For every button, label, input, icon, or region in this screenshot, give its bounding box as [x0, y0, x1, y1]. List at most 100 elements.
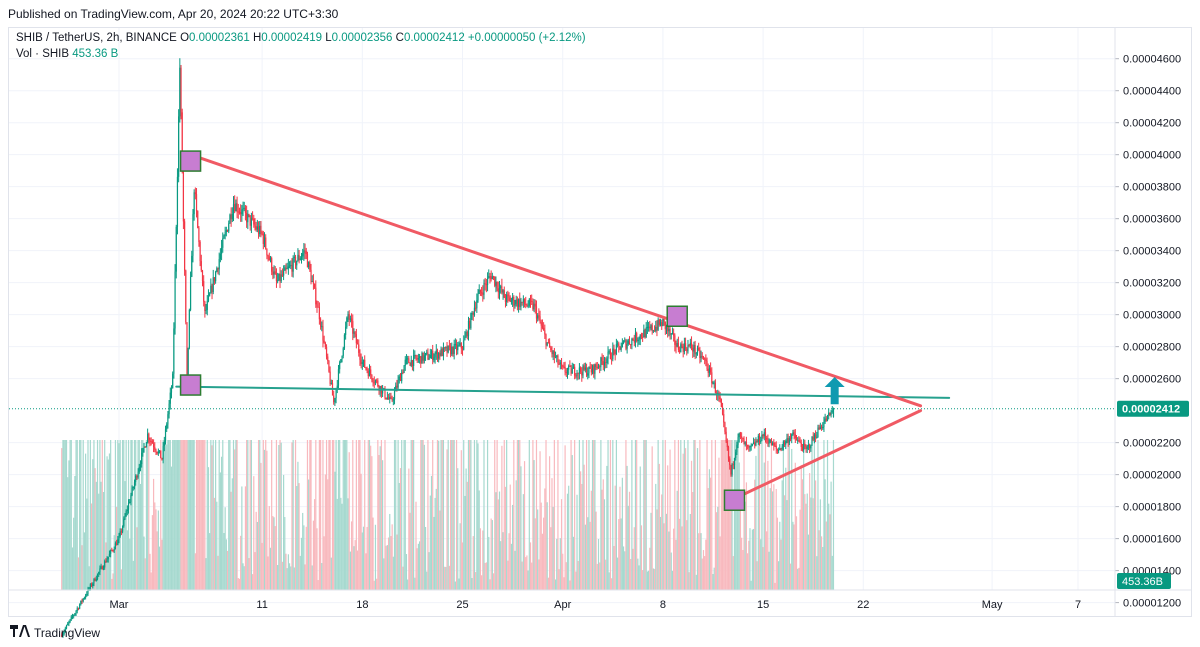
- candle-body: [95, 578, 97, 581]
- volume-bar: [287, 554, 289, 590]
- volume-bar: [81, 545, 83, 590]
- candle-body: [723, 414, 725, 423]
- candle-body: [409, 363, 411, 366]
- candle-body: [448, 345, 451, 347]
- volume-bar: [769, 488, 771, 590]
- candle-body: [67, 623, 69, 626]
- volume-bar: [459, 523, 461, 590]
- candle-body: [99, 568, 101, 573]
- candle-body: [387, 397, 390, 400]
- volume-bar: [163, 440, 165, 590]
- volume-bar: [588, 440, 590, 590]
- volume-bar: [569, 580, 571, 590]
- candle-body: [704, 358, 706, 360]
- candle-body: [574, 366, 576, 376]
- candle-body: [123, 518, 125, 527]
- volume-bar: [558, 569, 560, 590]
- candle-body: [761, 434, 763, 441]
- candle-body: [333, 395, 335, 403]
- volume-bar: [829, 514, 831, 590]
- candle-body: [279, 273, 281, 282]
- candle-body: [143, 446, 145, 449]
- volume-bar: [240, 535, 242, 590]
- candle-body: [452, 346, 454, 354]
- volume-bar: [254, 552, 256, 590]
- candle-body: [188, 309, 190, 348]
- volume-bar: [255, 511, 257, 590]
- volume-bar: [793, 524, 795, 590]
- symbol-name[interactable]: SHIB / TetherUS, 2h, BINANCE: [16, 32, 177, 44]
- candle-body: [683, 343, 685, 352]
- volume-bar: [409, 512, 411, 590]
- volume-bar: [590, 490, 592, 590]
- candle-body: [253, 218, 255, 225]
- candle-body: [316, 304, 318, 307]
- candle-body: [69, 619, 71, 622]
- candle-body: [531, 300, 533, 302]
- volume-bar: [591, 440, 594, 590]
- candle-body: [572, 366, 575, 369]
- candle-body: [389, 396, 391, 400]
- candle-body: [539, 316, 541, 323]
- volume-bar: [286, 568, 288, 590]
- candle-body: [418, 356, 421, 358]
- candle-body: [799, 440, 801, 444]
- volume-bar: [199, 440, 201, 590]
- candle-body: [288, 265, 291, 267]
- volume-bar: [247, 440, 249, 590]
- candle-body: [73, 615, 75, 617]
- tradingview-logo-icon[interactable]: [10, 625, 30, 640]
- candle-body: [176, 176, 179, 227]
- volume-bar: [386, 545, 388, 590]
- candle-body: [446, 347, 448, 353]
- candle-body: [209, 293, 211, 296]
- candle-body: [563, 366, 565, 368]
- candle-body: [364, 359, 366, 368]
- volume-bar: [490, 518, 492, 590]
- volume-bar: [135, 440, 137, 590]
- candle-body: [701, 356, 703, 358]
- volume-bar: [157, 510, 159, 590]
- volume-bar: [277, 565, 279, 590]
- candle-body: [540, 322, 542, 326]
- pivot-marker: [723, 489, 746, 511]
- volume-bar: [356, 550, 359, 590]
- volume-bar: [154, 502, 156, 590]
- volume-bar: [217, 555, 219, 590]
- candle-body: [271, 258, 273, 272]
- candle-body: [172, 373, 174, 389]
- volume-bar: [795, 516, 798, 590]
- candle-body: [541, 325, 544, 328]
- volume-bar: [768, 551, 770, 590]
- candle-body: [742, 437, 744, 439]
- candle-body: [546, 342, 548, 346]
- candle-body: [368, 369, 371, 377]
- volume-bar: [794, 462, 796, 590]
- candle-body: [787, 438, 789, 443]
- candle-body: [795, 438, 798, 441]
- candle-body: [330, 382, 332, 384]
- volume-legend[interactable]: Vol · SHIB 453.36 B: [16, 48, 118, 60]
- symbol-legend[interactable]: SHIB / TetherUS, 2h, BINANCE O0.00002361…: [16, 32, 586, 44]
- candle-body: [720, 399, 722, 407]
- candle-body: [554, 357, 557, 359]
- candle-body: [112, 550, 114, 552]
- volume-bar: [532, 440, 534, 590]
- candle-body: [631, 338, 633, 346]
- candle-body: [306, 253, 309, 268]
- brand-name[interactable]: TradingView: [34, 625, 101, 640]
- volume-bar: [73, 517, 75, 590]
- footer[interactable]: TradingView: [10, 625, 100, 640]
- volume-bar: [574, 440, 576, 590]
- volume-bar: [162, 440, 164, 590]
- volume-bar: [224, 507, 226, 590]
- volume-bar: [315, 440, 317, 590]
- candle-body: [548, 342, 551, 348]
- candle-body: [768, 442, 770, 444]
- candle-body: [571, 368, 573, 374]
- candle-body: [325, 347, 328, 357]
- candle-body: [786, 438, 788, 441]
- candle-body: [721, 406, 724, 415]
- volume-bar: [657, 440, 659, 590]
